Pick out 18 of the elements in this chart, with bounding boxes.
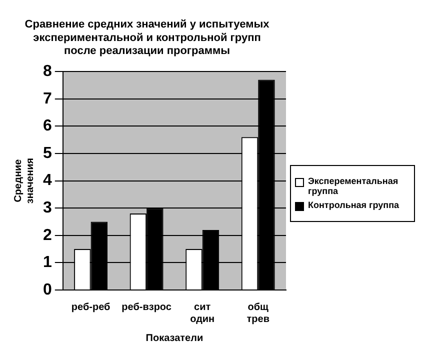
x-tick-label: сит один bbox=[190, 302, 215, 325]
y-tick-label: 2 bbox=[42, 226, 52, 244]
y-tick-label: 4 bbox=[42, 172, 52, 190]
y-tick-label: 5 bbox=[42, 144, 52, 162]
y-tick-label: 8 bbox=[42, 63, 52, 80]
chart-title: Сравнение средних значений у испытуемых экспериментальной и контрольной групп после реализации программы bbox=[24, 18, 270, 58]
x-axis-title: Показатели bbox=[146, 332, 204, 344]
legend-label: Эксперементальная группа bbox=[308, 176, 400, 196]
y-tick-label: 3 bbox=[42, 200, 52, 217]
x-tick-label: реб-реб bbox=[71, 302, 110, 313]
y-tick-label: 7 bbox=[42, 90, 52, 108]
y-tick-label: 1 bbox=[42, 254, 52, 272]
legend-label: Контрольная группа bbox=[308, 200, 400, 210]
y-axis-title: Средние значения bbox=[12, 158, 36, 204]
y-tick-label: 6 bbox=[42, 118, 52, 135]
x-tick-label: общ трев bbox=[246, 302, 270, 325]
x-tick-label: реб-взрос bbox=[122, 302, 172, 313]
y-tick-label: 0 bbox=[42, 281, 52, 298]
